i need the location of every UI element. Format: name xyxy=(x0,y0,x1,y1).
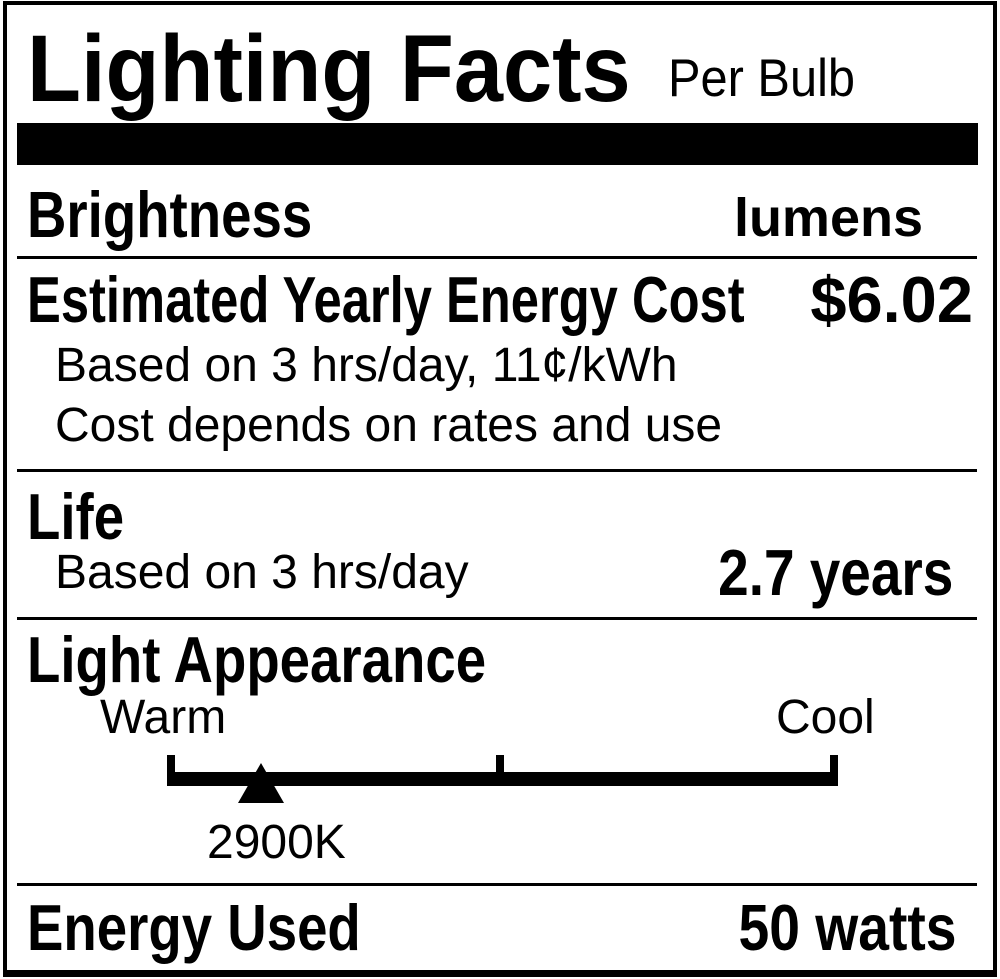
energy-cost-basis: Based on 3 hrs/day, 11¢/kWh xyxy=(55,339,678,392)
energy-used-value: 50 watts xyxy=(738,891,957,964)
scale-tick-right xyxy=(830,755,838,786)
life-basis: Based on 3 hrs/day xyxy=(55,546,469,599)
brightness-label: Brightness xyxy=(27,178,313,251)
life-label: Life xyxy=(27,480,125,553)
temperature-marker xyxy=(237,763,284,803)
divider xyxy=(17,617,977,620)
scale-cool-label: Cool xyxy=(776,691,875,744)
divider xyxy=(17,883,977,886)
life-value: 2.7 years xyxy=(717,536,953,609)
scale-tick-middle xyxy=(496,755,504,786)
scale-warm-label: Warm xyxy=(100,691,227,744)
scale-tick-left xyxy=(167,755,175,786)
brightness-unit: lumens xyxy=(733,188,923,248)
divider xyxy=(17,469,977,472)
lighting-facts-label: Lighting Facts Per Bulb Brightness lumen… xyxy=(3,1,997,977)
energy-cost-label: Estimated Yearly Energy Cost xyxy=(27,263,745,336)
divider xyxy=(17,256,977,259)
header-separator-bar xyxy=(17,123,978,165)
energy-cost-disclaimer: Cost depends on rates and use xyxy=(55,399,723,452)
label-title: Lighting Facts xyxy=(27,16,631,122)
energy-used-label: Energy Used xyxy=(27,891,361,964)
light-appearance-label: Light Appearance xyxy=(27,623,487,696)
label-subtitle: Per Bulb xyxy=(668,49,856,108)
energy-cost-value: $6.02 xyxy=(810,263,973,336)
color-temperature-value: 2900K xyxy=(207,816,346,869)
